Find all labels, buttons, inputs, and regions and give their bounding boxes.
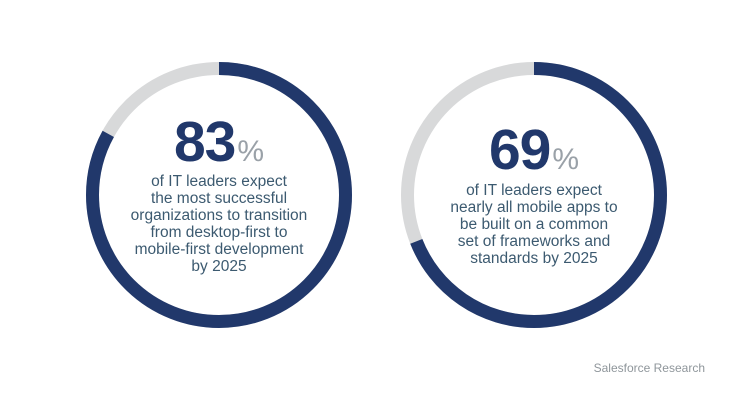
donut-caption-line: be built on a common [459, 215, 609, 233]
donut-value-row: 83 % [173, 109, 265, 174]
percent-sign: % [552, 143, 580, 177]
donut-ring-fill [401, 62, 667, 328]
donut-caption-line: set of frameworks and [457, 232, 611, 250]
donut-caption-line: by 2025 [191, 258, 247, 276]
donut-caption: of IT leaders expect the most successful… [131, 173, 308, 275]
donut-caption-line: standards by 2025 [470, 249, 598, 267]
donut-caption-line: of IT leaders expect [151, 173, 287, 191]
donut-chart-common-frameworks: 69 % of IT leaders expect nearly all mob… [401, 62, 667, 328]
percent-sign: % [237, 134, 265, 168]
donut-caption-line: nearly all mobile apps to [450, 198, 618, 216]
donut-value-row: 69 % [488, 118, 580, 183]
donut-center-content: 83 % of IT leaders expect the most succe… [86, 62, 352, 328]
donut-caption: of IT leaders expect nearly all mobile a… [450, 182, 617, 267]
source-credit: Salesforce Research [593, 361, 705, 375]
donut-chart-desktop-to-mobile: 83 % of IT leaders expect the most succe… [86, 62, 352, 328]
donut-ring-svg [86, 62, 352, 328]
donut-ring-fill [86, 62, 352, 328]
donut-caption-line: the most successful [150, 190, 288, 208]
donut-caption-line: from desktop-first to [150, 224, 288, 242]
donut-center-content: 69 % of IT leaders expect nearly all mob… [401, 62, 667, 328]
donut-value: 69 [488, 118, 551, 183]
donut-ring-svg [401, 62, 667, 328]
donut-value: 83 [173, 109, 236, 174]
donut-caption-line: of IT leaders expect [466, 181, 602, 199]
donut-caption-line: organizations to transition [130, 207, 308, 225]
donut-caption-line: mobile-first development [134, 241, 304, 259]
